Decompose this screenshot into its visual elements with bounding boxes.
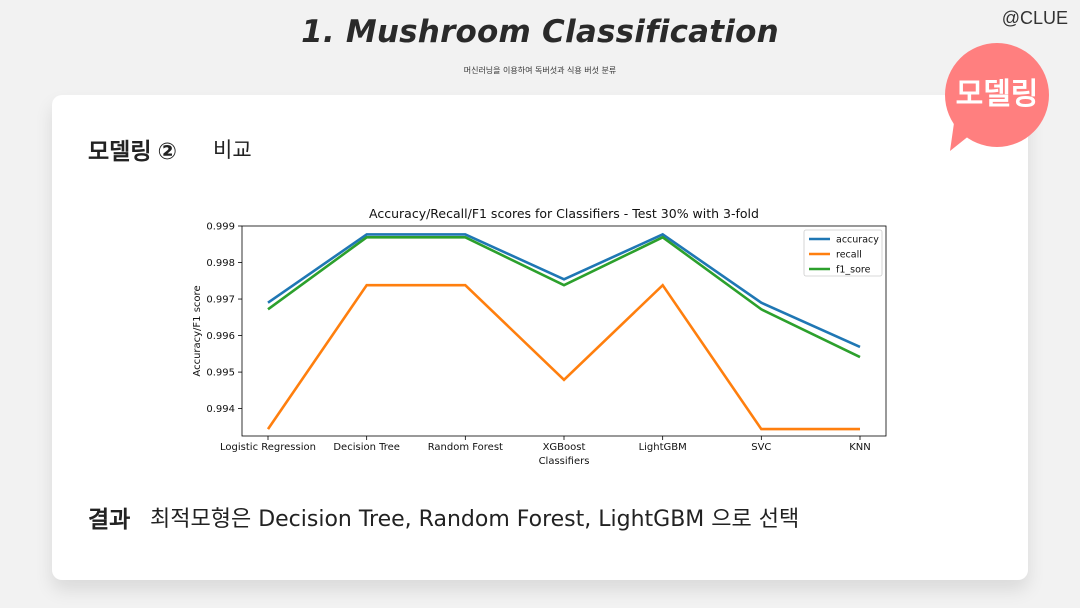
y-tick-label: 0.994 bbox=[206, 404, 235, 415]
y-tick-label: 0.995 bbox=[206, 368, 235, 379]
series-line-recall bbox=[266, 283, 860, 431]
x-tick-label: XGBoost bbox=[543, 442, 586, 453]
line-chart: Accuracy/Recall/F1 scores for Classifier… bbox=[192, 206, 887, 467]
section-heading-text: 모델링 bbox=[88, 139, 152, 165]
chart-legend: accuracy recall f1_sore bbox=[803, 229, 883, 277]
chart-title: Accuracy/Recall/F1 scores for Classifier… bbox=[369, 206, 759, 221]
result-text: 최적모형은 Decision Tree, Random Forest, Ligh… bbox=[150, 507, 800, 532]
brand-label: @CLUE bbox=[1001, 8, 1068, 28]
y-axis-label: Accuracy/F1 score bbox=[192, 285, 203, 376]
y-tick-label: 0.999 bbox=[206, 222, 235, 233]
y-tick-label: 0.998 bbox=[206, 258, 235, 269]
x-tick-label: KNN bbox=[849, 442, 871, 453]
x-tick-label: LightGBM bbox=[639, 442, 687, 453]
y-tick-label: 0.997 bbox=[206, 295, 235, 306]
y-tick-label: 0.996 bbox=[206, 331, 235, 342]
x-tick-label: Decision Tree bbox=[333, 442, 400, 453]
section-number: ② bbox=[157, 139, 177, 165]
series-line-f1-sore bbox=[267, 235, 861, 359]
legend-entry: accuracy bbox=[836, 235, 879, 246]
legend-box bbox=[803, 229, 883, 277]
x-tick-label: SVC bbox=[751, 442, 771, 453]
speech-bubble-icon bbox=[945, 43, 1049, 151]
legend-entry: f1_sore bbox=[836, 265, 871, 276]
x-tick-label: Logistic Regression bbox=[220, 442, 316, 453]
series-line-accuracy bbox=[267, 232, 861, 349]
content-card bbox=[52, 95, 1028, 580]
page-subtitle: 머신러닝을 이용하여 독버섯과 식용 버섯 분류 bbox=[463, 66, 617, 75]
x-axis-label: Classifiers bbox=[539, 456, 590, 467]
result-label: 결과 bbox=[88, 507, 131, 533]
page-title: 1. Mushroom Classification bbox=[301, 14, 779, 50]
section-subheading: 비교 bbox=[213, 138, 252, 162]
modeling-badge-label: 모델링 bbox=[955, 77, 1039, 112]
section-heading: 모델링 ② bbox=[88, 132, 177, 166]
series-lines bbox=[266, 232, 861, 431]
y-axis: 0.994 0.995 0.996 0.997 0.998 0.999 bbox=[206, 222, 242, 415]
legend-entry: recall bbox=[836, 250, 862, 261]
x-tick-label: Random Forest bbox=[428, 442, 503, 453]
x-axis: Logistic Regression Decision Tree Random F… bbox=[220, 436, 871, 453]
